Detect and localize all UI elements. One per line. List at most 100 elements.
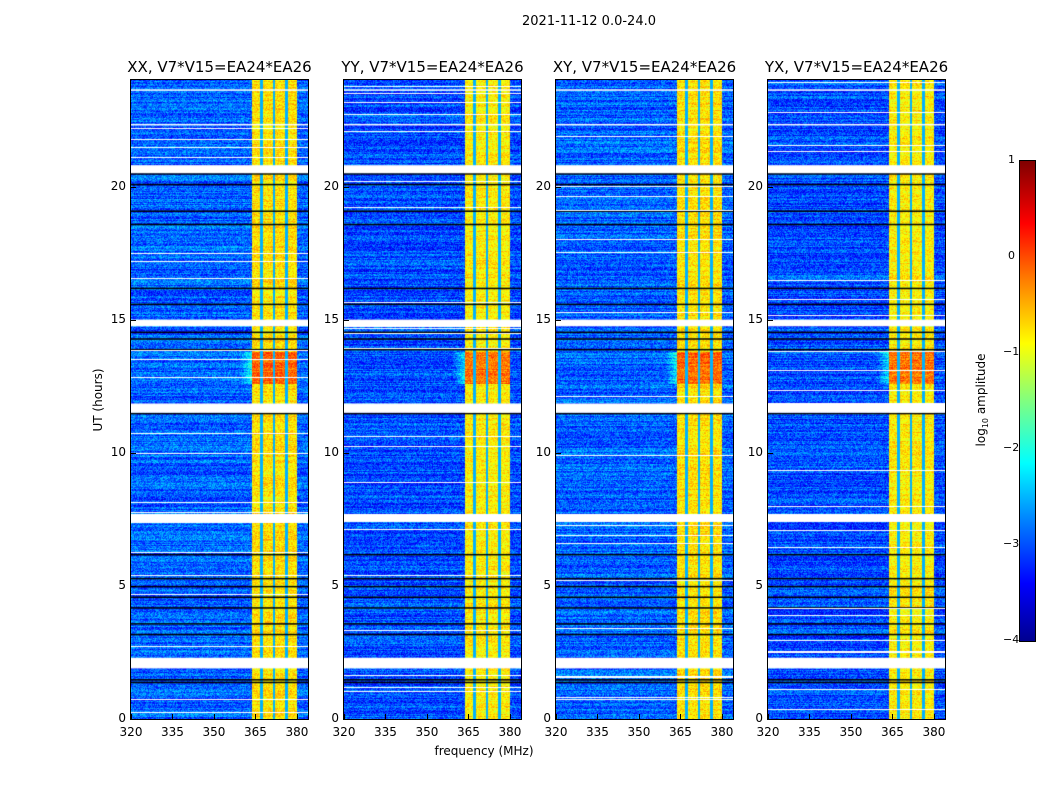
y-tick-mark [768, 319, 773, 321]
y-tick-label: 5 [118, 577, 126, 592]
y-tick-mark [556, 719, 561, 720]
colorbar-tick-label: 1 [1008, 153, 1015, 166]
y-tick-mark [344, 585, 349, 587]
y-tick-mark [768, 719, 773, 720]
y-tick-label: 0 [331, 711, 339, 725]
x-tick-label: 335 [374, 725, 397, 739]
x-tick-label: 380 [498, 725, 522, 739]
y-tick-mark [131, 585, 136, 587]
y-tick-label: 20 [535, 178, 551, 193]
y-tick-mark [344, 719, 349, 720]
x-tick-label: 365 [244, 725, 267, 739]
y-tick-mark [131, 452, 136, 454]
y-tick-label: 20 [747, 178, 763, 193]
x-tick-label: 350 [202, 725, 226, 739]
x-tick-mark [721, 714, 723, 719]
y-tick-mark [556, 186, 561, 188]
x-tick-mark [680, 714, 682, 719]
y-tick-mark [344, 452, 349, 454]
y-tick-mark [768, 452, 773, 454]
heatmap-cells [556, 80, 733, 719]
x-tick-label: 335 [798, 725, 821, 739]
panel-title: XX, V7*V15=EA24*EA26 [127, 58, 312, 76]
x-tick-mark [850, 714, 852, 719]
figure-title: 2021-11-12 0.0-24.0 [522, 14, 656, 29]
x-tick-mark [768, 714, 769, 719]
colorbar [1019, 160, 1036, 642]
colorbar-tick-label: −3 [1003, 537, 1020, 550]
x-tick-label: 350 [627, 725, 651, 739]
x-tick-label: 380 [285, 725, 309, 739]
y-tick-label: 10 [323, 444, 339, 459]
x-tick-label: 380 [710, 725, 734, 739]
colorbar-label: log10 amplitude [973, 353, 991, 447]
x-tick-mark [344, 714, 345, 719]
y-tick-label: 20 [110, 178, 126, 193]
heatmap-cells [131, 80, 308, 719]
colorbar-tick-label: 0 [1008, 249, 1015, 262]
y-tick-label: 5 [543, 577, 551, 592]
x-tick-label: 320 [756, 725, 780, 739]
x-tick-mark [468, 714, 470, 719]
panel-title: YX, V7*V15=EA24*EA26 [764, 58, 949, 76]
x-tick-label: 335 [586, 725, 609, 739]
x-axis-label: frequency (MHz) [434, 744, 534, 758]
spectrogram-panel-2: YY, V7*V15=EA24*EA26 320 335 350 365 380 0 5 10 1… [324, 58, 524, 739]
x-tick-label: 320 [332, 725, 356, 739]
x-tick-mark [213, 714, 215, 719]
x-tick-mark [426, 714, 428, 719]
y-tick-label: 15 [323, 311, 339, 326]
x-tick-mark [509, 714, 511, 719]
x-tick-label: 335 [161, 725, 184, 739]
x-tick-mark [933, 714, 935, 719]
x-tick-label: 365 [669, 725, 692, 739]
x-tick-mark [172, 714, 174, 719]
x-tick-label: 365 [457, 725, 480, 739]
spectrogram-panel-3: XY, V7*V15=EA24*EA26 320 335 350 365 380 0 5 10 1… [536, 58, 736, 739]
y-tick-label: 5 [331, 577, 339, 592]
heatmap-cells [344, 80, 521, 719]
y-tick-label: 10 [110, 444, 126, 459]
panel-title: YY, V7*V15=EA24*EA26 [341, 58, 524, 76]
y-tick-mark [344, 186, 349, 188]
x-tick-mark [255, 714, 257, 719]
y-tick-label: 15 [535, 311, 551, 326]
x-tick-mark [131, 714, 132, 719]
y-tick-label: 15 [747, 311, 763, 326]
x-tick-label: 365 [881, 725, 904, 739]
y-tick-label: 0 [118, 711, 126, 725]
colorbar-tick-label: −2 [1003, 441, 1020, 454]
y-tick-mark [768, 585, 773, 587]
x-tick-label: 380 [922, 725, 946, 739]
x-tick-mark [892, 714, 894, 719]
y-tick-mark [131, 719, 136, 720]
y-tick-mark [344, 319, 349, 321]
colorbar-tick-label: −1 [1003, 345, 1020, 358]
y-tick-label: 15 [110, 311, 126, 326]
spectrogram-panel-4: YX, V7*V15=EA24*EA26 320 335 350 365 380 0 5 10 1… [748, 58, 948, 739]
y-tick-label: 5 [755, 577, 763, 592]
x-tick-mark [296, 714, 298, 719]
y-tick-mark [131, 319, 136, 321]
spectrogram-panel-1: XX, V7*V15=EA24*EA26 320 335 350 365 380 0 5 10 1… [111, 58, 312, 739]
y-tick-label: 10 [535, 444, 551, 459]
y-tick-label: 0 [755, 711, 763, 725]
colorbar-tick-label: −4 [1003, 633, 1020, 646]
x-tick-label: 350 [415, 725, 439, 739]
panel-title: XY, V7*V15=EA24*EA26 [552, 58, 737, 76]
x-tick-label: 320 [544, 725, 568, 739]
x-tick-mark [809, 714, 811, 719]
x-tick-mark [597, 714, 599, 719]
x-tick-mark [638, 714, 640, 719]
y-tick-label: 10 [747, 444, 763, 459]
y-tick-mark [556, 452, 561, 454]
y-tick-mark [768, 186, 773, 188]
y-tick-mark [131, 186, 136, 188]
y-axis-label: UT (hours) [91, 368, 105, 432]
x-tick-mark [385, 714, 387, 719]
heatmap-cells [768, 80, 945, 719]
y-tick-label: 20 [323, 178, 339, 193]
y-tick-mark [556, 319, 561, 321]
y-tick-mark [556, 585, 561, 587]
